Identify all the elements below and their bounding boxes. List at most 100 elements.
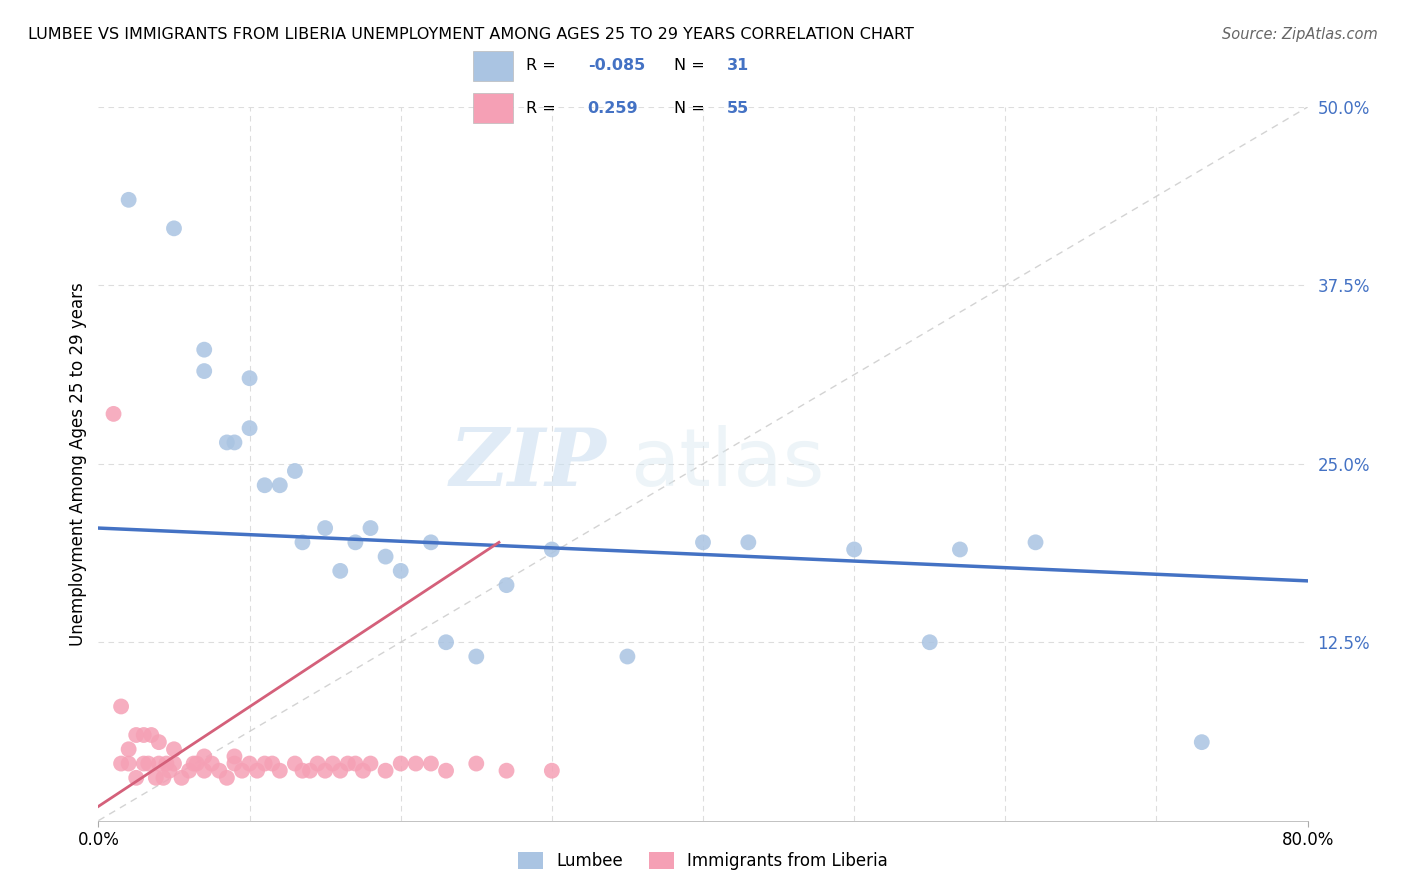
Point: [183, 756, 205, 771]
Point: [314, 521, 336, 535]
Point: [193, 364, 215, 378]
Text: R =: R =: [526, 58, 555, 73]
Point: [291, 535, 314, 549]
Point: [159, 764, 181, 778]
Point: [949, 542, 972, 557]
Point: [434, 635, 457, 649]
Point: [1191, 735, 1213, 749]
Point: [374, 764, 396, 778]
Point: [186, 756, 208, 771]
Point: [215, 435, 238, 450]
Point: [110, 756, 132, 771]
Point: [118, 742, 141, 756]
Point: [737, 535, 759, 549]
Point: [132, 728, 155, 742]
Text: 55: 55: [727, 101, 749, 116]
Point: [284, 756, 307, 771]
Point: [314, 764, 336, 778]
Point: [495, 764, 517, 778]
Point: [193, 764, 215, 778]
Point: [208, 764, 231, 778]
Point: [155, 756, 177, 771]
Point: [141, 728, 163, 742]
Text: atlas: atlas: [630, 425, 825, 503]
Legend: Lumbee, Immigrants from Liberia: Lumbee, Immigrants from Liberia: [512, 845, 894, 877]
Point: [193, 749, 215, 764]
Point: [419, 535, 441, 549]
Point: [419, 756, 441, 771]
Point: [389, 756, 412, 771]
Text: Source: ZipAtlas.com: Source: ZipAtlas.com: [1222, 27, 1378, 42]
Text: -0.085: -0.085: [588, 58, 645, 73]
Point: [269, 478, 291, 492]
Point: [360, 756, 382, 771]
Y-axis label: Unemployment Among Ages 25 to 29 years: Unemployment Among Ages 25 to 29 years: [69, 282, 87, 646]
Point: [148, 756, 170, 771]
Point: [163, 742, 186, 756]
Point: [118, 193, 141, 207]
Point: [692, 535, 714, 549]
Point: [239, 371, 262, 385]
Text: 0.259: 0.259: [588, 101, 638, 116]
Point: [465, 649, 488, 664]
Point: [389, 564, 412, 578]
Point: [152, 771, 174, 785]
Point: [344, 535, 367, 549]
Point: [336, 756, 359, 771]
Point: [291, 764, 314, 778]
Point: [329, 564, 352, 578]
Point: [163, 756, 186, 771]
Point: [299, 764, 322, 778]
Point: [215, 771, 238, 785]
Point: [344, 756, 367, 771]
Point: [322, 756, 344, 771]
Point: [193, 343, 215, 357]
Point: [231, 764, 253, 778]
Point: [374, 549, 396, 564]
Point: [1024, 535, 1046, 549]
Point: [262, 756, 284, 771]
Point: [239, 421, 262, 435]
Point: [224, 756, 246, 771]
Point: [148, 735, 170, 749]
Point: [170, 771, 193, 785]
Text: LUMBEE VS IMMIGRANTS FROM LIBERIA UNEMPLOYMENT AMONG AGES 25 TO 29 YEARS CORRELA: LUMBEE VS IMMIGRANTS FROM LIBERIA UNEMPL…: [28, 27, 914, 42]
Point: [465, 756, 488, 771]
Point: [132, 756, 155, 771]
Point: [360, 521, 382, 535]
Point: [253, 756, 276, 771]
Point: [329, 764, 352, 778]
Text: R =: R =: [526, 101, 555, 116]
Point: [246, 764, 269, 778]
Point: [201, 756, 224, 771]
Point: [239, 756, 262, 771]
Point: [405, 756, 427, 771]
Point: [352, 764, 374, 778]
FancyBboxPatch shape: [474, 93, 513, 123]
Point: [307, 756, 329, 771]
Point: [125, 771, 148, 785]
Point: [177, 764, 201, 778]
Text: N =: N =: [675, 58, 704, 73]
FancyBboxPatch shape: [474, 51, 513, 81]
Point: [224, 749, 246, 764]
Point: [136, 756, 159, 771]
Point: [269, 764, 291, 778]
Point: [118, 756, 141, 771]
Point: [284, 464, 307, 478]
Point: [253, 478, 276, 492]
Text: N =: N =: [675, 101, 704, 116]
Point: [103, 407, 125, 421]
Text: ZIP: ZIP: [450, 425, 606, 502]
Point: [616, 649, 638, 664]
Point: [844, 542, 866, 557]
Point: [495, 578, 517, 592]
Point: [224, 435, 246, 450]
Point: [110, 699, 132, 714]
Point: [918, 635, 941, 649]
Point: [163, 221, 186, 235]
Text: 31: 31: [727, 58, 749, 73]
Point: [540, 764, 562, 778]
Point: [540, 542, 562, 557]
Point: [434, 764, 457, 778]
